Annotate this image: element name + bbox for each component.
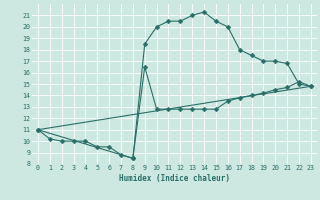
- X-axis label: Humidex (Indice chaleur): Humidex (Indice chaleur): [119, 174, 230, 183]
